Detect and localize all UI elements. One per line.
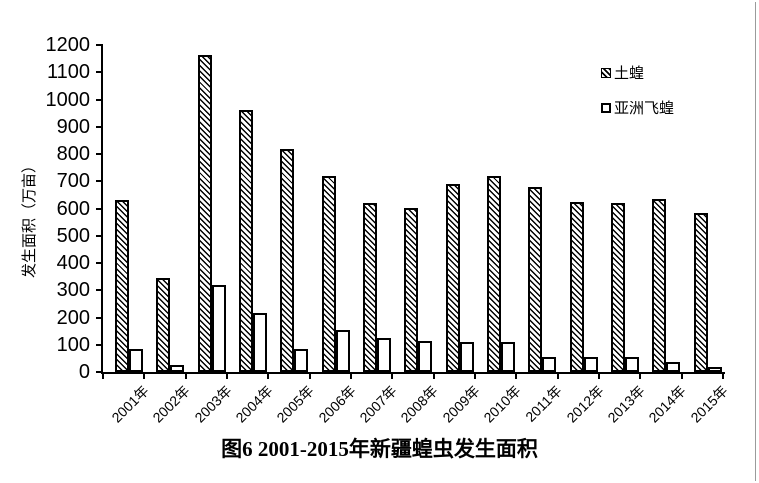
x-axis-line	[101, 372, 725, 374]
y-tick-label: 800	[56, 143, 90, 165]
y-tick-mark	[96, 316, 102, 319]
y-tick-mark	[96, 371, 102, 373]
bar-土蝗-2001年	[115, 200, 129, 372]
y-tick-mark	[96, 98, 102, 101]
x-tick-mark	[474, 374, 476, 379]
bar-土蝗-2009年	[446, 184, 460, 372]
y-tick-mark	[96, 289, 102, 292]
bar-亚洲飞蝗-2010年	[501, 342, 515, 372]
y-tick-label: 200	[56, 306, 90, 329]
y-tick-label: 400	[56, 252, 90, 274]
bar-亚洲飞蝗-2008年	[418, 341, 432, 372]
x-tick-mark	[432, 374, 435, 379]
bar-亚洲飞蝗-2006年	[336, 330, 350, 372]
y-tick-label: 100	[56, 333, 90, 356]
y-tick-label: 700	[56, 170, 90, 193]
y-tick-mark	[96, 207, 102, 210]
x-tick-mark	[556, 374, 559, 379]
y-tick-label: 1000	[45, 88, 91, 111]
bar-亚洲飞蝗-2012年	[584, 357, 598, 372]
page-frame-line	[755, 2, 756, 481]
bar-土蝗-2002年	[156, 278, 170, 372]
y-tick-mark	[96, 180, 102, 183]
open-square-icon	[601, 102, 611, 113]
legend: 土蝗 亚洲飞蝗	[601, 62, 674, 132]
bar-亚洲飞蝗-2004年	[253, 313, 267, 372]
y-tick-mark	[96, 262, 102, 264]
legend-item-yazhoufeihuang: 亚洲飞蝗	[601, 97, 674, 118]
y-tick-mark	[96, 125, 102, 128]
bar-土蝗-2010年	[487, 176, 501, 372]
y-axis-line	[101, 44, 103, 374]
x-tick-mark	[143, 374, 146, 379]
y-tick-label: 300	[56, 279, 90, 302]
x-tick-mark	[391, 374, 394, 379]
y-tick-label: 0	[78, 361, 90, 383]
legend-item-tuhuang: 土蝗	[601, 62, 674, 83]
bar-亚洲飞蝗-2013年	[625, 357, 639, 372]
bar-亚洲飞蝗-2007年	[377, 338, 391, 372]
bar-土蝗-2006年	[322, 176, 336, 372]
x-tick-mark	[350, 374, 352, 379]
x-tick-mark	[515, 374, 518, 379]
y-tick-mark	[96, 234, 102, 237]
y-tick-label: 600	[56, 197, 90, 220]
figure-caption: 图6 2001-2015年新疆蝗虫发生面积	[221, 437, 538, 461]
bar-土蝗-2004年	[239, 110, 253, 372]
bar-亚洲飞蝗-2003年	[212, 285, 226, 372]
y-tick-mark	[96, 153, 102, 155]
bar-土蝗-2013年	[611, 203, 625, 372]
bar-亚洲飞蝗-2009年	[460, 342, 474, 372]
bar-土蝗-2014年	[652, 199, 666, 372]
x-tick-mark	[184, 374, 187, 379]
x-tick-mark	[267, 374, 270, 379]
y-tick-label: 500	[56, 224, 90, 247]
x-tick-mark	[226, 374, 228, 379]
y-tick-label: 900	[56, 115, 90, 138]
legend-label: 土蝗	[614, 65, 645, 82]
x-tick-mark	[722, 374, 724, 379]
hatched-square-icon	[601, 67, 611, 78]
y-tick-label: 1100	[46, 61, 90, 84]
bar-土蝗-2005年	[280, 149, 294, 372]
bar-亚洲飞蝗-2011年	[542, 357, 556, 372]
x-tick-mark	[598, 374, 600, 379]
y-tick-label: 1200	[45, 34, 91, 56]
x-tick-mark	[102, 374, 104, 379]
bar-亚洲飞蝗-2005年	[294, 349, 308, 372]
bar-亚洲飞蝗-2001年	[129, 349, 143, 372]
bar-土蝗-2008年	[404, 208, 418, 372]
bar-土蝗-2003年	[198, 55, 212, 372]
bar-土蝗-2015年	[694, 213, 708, 372]
bar-亚洲飞蝗-2015年	[708, 367, 722, 372]
x-tick-mark	[308, 374, 311, 379]
bar-土蝗-2007年	[363, 203, 377, 372]
bar-土蝗-2011年	[528, 187, 542, 372]
legend-label: 亚洲飞蝗	[614, 100, 675, 117]
y-tick-mark	[96, 44, 102, 46]
bar-亚洲飞蝗-2002年	[170, 365, 184, 372]
bar-亚洲飞蝗-2014年	[666, 362, 680, 372]
bar-土蝗-2012年	[570, 202, 584, 372]
x-tick-mark	[680, 374, 683, 379]
y-tick-mark	[96, 71, 102, 74]
y-tick-mark	[96, 343, 102, 346]
x-tick-mark	[639, 374, 642, 379]
